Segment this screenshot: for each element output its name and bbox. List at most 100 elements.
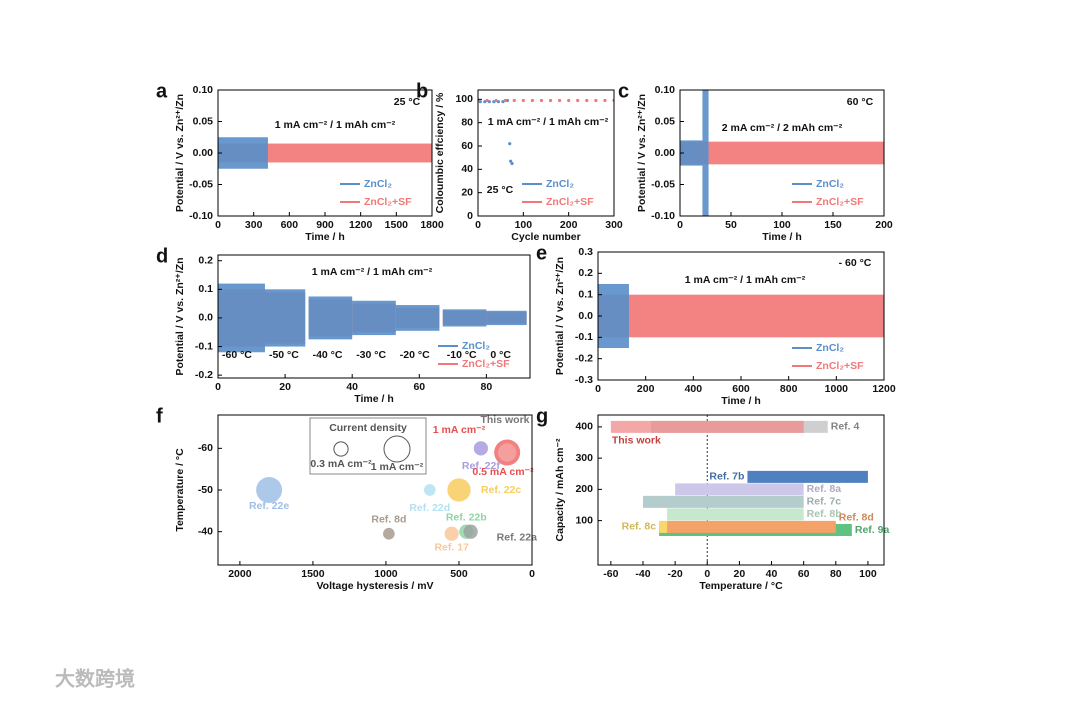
x-axis-label: Time / h [762,231,801,243]
panel: d Time / h Potential / V vs. Zn²⁺/Zn 0 20 40 6… [156,245,531,405]
bubble [463,524,478,539]
y-tick-label: 0.10 [193,84,214,96]
plot-area [598,284,884,348]
x-tick-label: 0 [677,219,683,231]
bar-label: This work [612,435,661,447]
annotation: 2 mA cm⁻² / 2 mAh cm⁻² [722,122,843,134]
bar-label: Ref. 7b [709,471,744,483]
voltage-band [395,305,440,331]
y-tick-label: 400 [575,421,593,433]
voltage-band [218,143,432,163]
voltage-band [442,309,487,327]
x-tick-label: 200 [560,219,578,231]
x-tick-label: -60 [603,568,618,580]
annotation: 1 mA cm⁻² / 1 mAh cm⁻² [685,274,806,286]
point [512,98,516,103]
segment-label: 0 °C [490,349,511,361]
y-tick-label: 0.0 [198,312,213,324]
x-tick-label: 60 [413,381,425,393]
panel-letter: a [156,80,168,102]
point [603,98,607,103]
segment-label: -20 °C [400,349,430,361]
bar-label: Ref. 4 [831,421,860,433]
legend-label: ZnCl₂+SF [816,360,864,372]
x-tick-label: 100 [859,568,877,580]
y-axis-label: Temperature / °C [174,448,186,532]
plot-area [218,283,527,353]
x-tick-label: 0 [704,568,710,580]
segment-label: -10 °C [447,349,477,361]
voltage-band [680,141,884,165]
panel: b Cycle number Coloumbic effciency / % 0 100… [416,80,623,243]
x-tick-label: 40 [766,568,778,580]
x-tick-label: 150 [824,219,842,231]
annotation: - 60 °C [839,257,872,269]
voltage-band [680,140,703,166]
x-tick-label: 2000 [228,568,252,580]
y-axis-label: Potential / V vs. Zn²⁺/Zn [174,94,186,212]
range-bar [675,483,804,496]
watermark: 大数跨境 [55,666,135,690]
panel-letter: c [618,80,629,102]
y-tick-label: 300 [575,452,593,464]
size-legend-title: Current density [329,422,407,434]
panel: g Temperature / °C Capacity / mAh cm⁻² -60 -… [536,405,889,592]
bubble-label: This work [480,414,529,426]
plot-area [218,137,432,169]
legend-label: ZnCl₂ [816,178,844,190]
range-bar [667,520,836,533]
axes-frame [597,251,885,381]
x-axis-label: Time / h [354,393,393,405]
axes-frame [217,89,433,217]
point [594,98,598,103]
x-tick-label: 200 [637,383,655,395]
x-tick-label: 600 [281,219,299,231]
x-tick-label: 80 [481,381,493,393]
x-tick-label: 100 [515,219,533,231]
range-bar [747,470,868,483]
bubble-label: Ref. 22f [462,460,500,472]
bubble-label: Ref. 22a [497,531,537,543]
x-tick-label: 1000 [374,568,398,580]
x-axis-label: Temperature / °C [699,580,783,592]
y-tick-label: 100 [575,514,593,526]
panel: a Time / h Potential / V vs. Zn²⁺/Zn 0 300 60… [156,80,444,243]
x-tick-label: 60 [798,568,810,580]
voltage-band [486,310,527,326]
y-tick-label: 80 [461,116,473,128]
range-bar [642,495,804,508]
annotation: 60 °C [847,96,874,108]
size-legend-label: 1 mA cm⁻² [371,461,424,473]
panel: c Time / h Potential / V vs. Zn²⁺/Zn 0 50 100… [618,80,893,243]
x-tick-label: 20 [734,568,746,580]
bubble [497,443,517,462]
point [509,159,513,163]
bubble-label: Ref. 22d [409,502,450,514]
point [567,98,571,103]
y-tick-label: -60 [198,442,213,454]
x-tick-label: 0 [475,219,481,231]
x-tick-label: 300 [245,219,263,231]
annotation: 1 mA cm⁻² / 1 mAh cm⁻² [275,119,396,131]
bar-label: Ref. 8a [807,483,842,495]
x-tick-label: 20 [279,381,291,393]
legend-label: ZnCl₂+SF [364,196,412,208]
range-bar [610,420,804,433]
point [558,98,562,103]
panel: f Voltage hysteresis / mV Temperature / °C… [156,405,537,592]
size-legend-circle [333,441,349,457]
y-axis-label: Coloumbic effciency / % [434,92,446,213]
point [505,98,510,103]
panel-letter: f [156,405,163,427]
y-tick-label: 0.05 [193,115,214,127]
point [485,98,489,103]
y-tick-label: -50 [198,484,213,496]
y-tick-label: -0.3 [575,374,593,386]
y-tick-label: 40 [461,163,473,175]
y-tick-label: 60 [461,140,473,152]
x-tick-label: 0 [529,568,535,580]
point [539,98,544,103]
y-axis-label: Potential / V vs. Zn²⁺/Zn [174,257,186,375]
bar-label: Ref. 7c [807,496,842,508]
